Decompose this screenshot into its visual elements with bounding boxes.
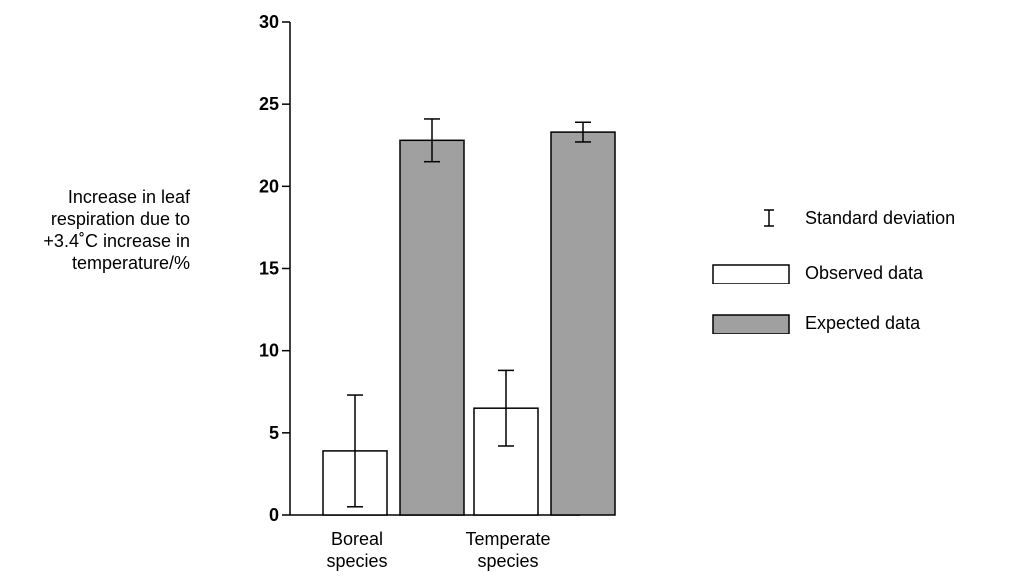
y-axis-label-line: Increase in leaf (67, 187, 190, 207)
bar-expected (399, 139, 465, 516)
category-label-line: Boreal (330, 529, 384, 549)
y-tick-label: 20 (259, 176, 279, 196)
y-axis-label-line: temperature/% (71, 253, 190, 273)
y-tick-label: 0 (269, 505, 279, 525)
bar-expected (550, 131, 616, 516)
legend-label: Standard deviation (805, 208, 956, 228)
category-label-line: species (477, 551, 539, 571)
y-axis-label-line: +3.4˚C increase in (43, 231, 190, 251)
category-label-temperate: Temperate species (438, 528, 578, 572)
y-tick-label: 15 (259, 259, 279, 279)
y-axis-label-line: respiration due to (50, 209, 190, 229)
category-label-line: Temperate (465, 529, 551, 549)
y-tick-label: 30 (259, 12, 279, 32)
y-tick-label: 25 (259, 94, 279, 114)
legend-label: Observed data (805, 263, 924, 283)
category-label-line: species (326, 551, 388, 571)
error-bar-icon (764, 209, 774, 227)
legend-swatch-expected (712, 314, 790, 334)
y-tick-label: 10 (259, 341, 279, 361)
y-axis-label: Increase in leaf respiration due to +3.4… (0, 186, 190, 274)
category-label-boreal: Boreal species (287, 528, 427, 572)
legend-label: Expected data (805, 313, 921, 333)
legend-swatch-observed (712, 264, 790, 284)
y-tick-label: 5 (269, 423, 279, 443)
